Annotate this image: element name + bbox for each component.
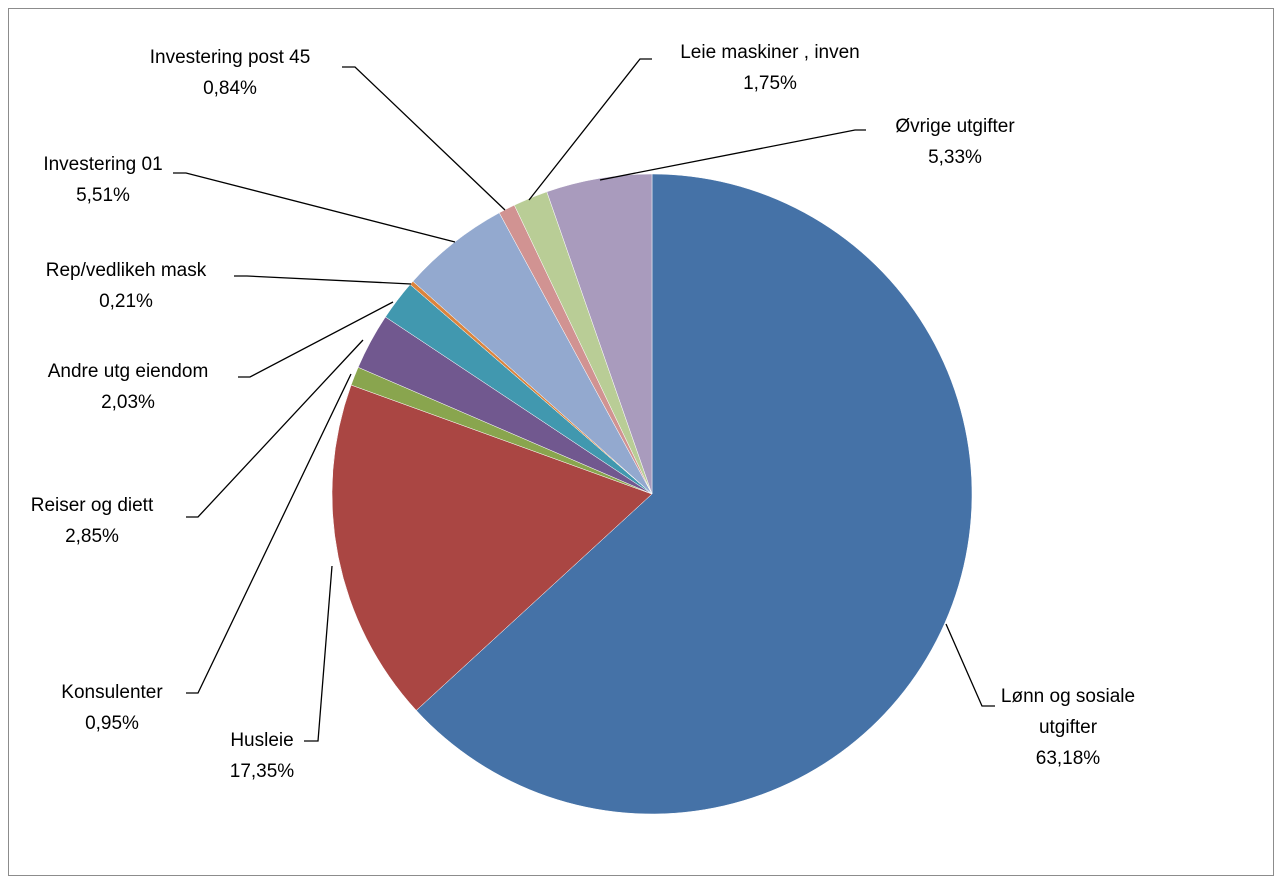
- leader-line-investering-post-45: [342, 66, 506, 211]
- leader-line-andre-utg-eiendom: [238, 301, 394, 378]
- slice-lonn-og-sosiale-utgifter: [415, 173, 973, 815]
- data-label-reiser-og-diett: Reiser og diett 2,85%: [31, 495, 154, 547]
- data-label-leie-maskiner-inven: Leie maskiner , inven 1,75%: [680, 42, 860, 94]
- data-label-investering-01: Investering 01 5,51%: [43, 154, 162, 206]
- pie-slices: [331, 173, 973, 815]
- leader-line-konsulenter: [186, 373, 352, 694]
- leader-line-leie-maskiner-inven: [528, 58, 652, 201]
- data-label-lonn-og-sosiale-utgifter: Lønn og sosiale utgifter 63,18%: [1001, 686, 1135, 769]
- leader-line-investering-01: [173, 172, 456, 243]
- leader-line-rep-vedlikeh-mask: [234, 275, 412, 285]
- leader-lines: [173, 58, 995, 742]
- data-label-konsulenter: Konsulenter 0,95%: [61, 682, 163, 734]
- leader-line-ovrige-utgifter: [599, 129, 866, 181]
- leader-line-husleie: [304, 565, 333, 742]
- data-label-husleie: Husleie 17,35%: [230, 730, 295, 782]
- data-label-andre-utg-eiendom: Andre utg eiendom 2,03%: [48, 361, 209, 413]
- slice-husleie: [331, 384, 653, 711]
- leader-line-lonn-og-sosiale-utgifter: [945, 623, 995, 707]
- data-label-rep-vedlikeh-mask: Rep/vedlikeh mask 0,21%: [46, 260, 207, 312]
- data-label-ovrige-utgifter: Øvrige utgifter 5,33%: [895, 116, 1015, 168]
- leader-line-reiser-og-diett: [186, 339, 364, 518]
- data-label-investering-post-45: Investering post 45 0,84%: [150, 47, 311, 99]
- slice-labels: Lønn og sosiale utgifter 63,18% Husleie 17,3…: [31, 42, 1135, 782]
- slice-ovrige-utgifter: [546, 173, 653, 495]
